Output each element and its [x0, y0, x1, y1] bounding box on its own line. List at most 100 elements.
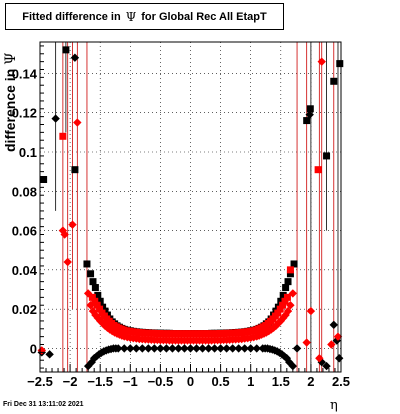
- series-0-marker: [62, 46, 70, 54]
- series-0-marker: [284, 278, 292, 286]
- series-3-marker: [83, 289, 93, 298]
- y-axis-label: difference in Ψ: [2, 52, 19, 152]
- series-3-marker: [317, 57, 326, 66]
- series-0-marker: [290, 260, 298, 268]
- x-tick-label: 1.5: [272, 374, 290, 389]
- series-3-marker: [333, 332, 343, 341]
- series-0-marker: [323, 152, 331, 160]
- series-0-marker: [336, 60, 344, 68]
- series-2-marker: [70, 53, 80, 62]
- series-3-marker: [60, 230, 69, 239]
- title-suffix: for Global Rec All EtapT: [141, 10, 267, 23]
- y-tick-label: 0.02: [12, 302, 37, 317]
- series-2-marker: [216, 344, 225, 353]
- series-1-marker: [88, 293, 96, 301]
- series-2-marker: [132, 344, 141, 353]
- series-2-marker: [168, 344, 177, 353]
- x-tick-label: 1: [247, 374, 254, 389]
- x-axis-label: η: [330, 398, 338, 413]
- y-axis-label-text: difference in: [2, 68, 18, 152]
- series-2-marker: [138, 344, 147, 353]
- y-tick-label: 0.06: [12, 224, 37, 239]
- series-0-marker: [306, 105, 314, 113]
- series-1-marker: [283, 293, 291, 301]
- series-2-marker: [192, 344, 201, 353]
- series-2-marker: [228, 344, 237, 353]
- series-2-marker: [246, 344, 255, 353]
- series-2-marker: [162, 344, 171, 353]
- series-0-marker: [282, 284, 290, 292]
- series-2-marker: [305, 110, 314, 119]
- series-2-marker: [222, 344, 231, 353]
- series-2-marker: [144, 344, 153, 353]
- x-tick-label: 0: [187, 374, 194, 389]
- series-3-marker: [63, 257, 72, 267]
- error-bars: [55, 42, 339, 372]
- y-axis-psi-symbol: Ψ: [3, 52, 19, 65]
- series-2-marker: [292, 344, 302, 353]
- axis-ticks: −2.5 −2 −1.5 −1 −0.5 0 0.5 1 1.5 2 2.5 0 0.02 0.04 0.0…: [12, 45, 350, 389]
- series-1-marker: [59, 132, 67, 140]
- y-tick-label: 0.12: [12, 106, 37, 121]
- series-1-marker: [279, 301, 287, 309]
- series-2-marker: [234, 344, 243, 353]
- series-0-marker: [94, 291, 102, 299]
- series-2-marker: [288, 361, 298, 371]
- series-2-marker: [51, 114, 60, 123]
- y-tick-label: 0.04: [12, 263, 38, 278]
- series-1-marker: [314, 166, 322, 174]
- series-0-marker: [83, 260, 91, 268]
- series-1-marker: [276, 305, 284, 313]
- series-2-marker: [45, 350, 54, 359]
- series-0-marker: [286, 270, 294, 278]
- x-tick-label: 2: [307, 374, 314, 389]
- series-3-marker: [315, 354, 324, 363]
- series-1-marker: [91, 297, 99, 305]
- x-tick-label: −2: [63, 374, 78, 389]
- series-3-marker: [288, 289, 298, 298]
- x-tick-label: −0.5: [148, 374, 174, 389]
- series-1-marker: [93, 301, 101, 309]
- series-3-marker: [327, 340, 336, 349]
- series-0-marker: [96, 297, 104, 305]
- x-tick-label: 0.5: [212, 374, 230, 389]
- y-tick-label: 0.14: [12, 66, 38, 81]
- series-2-marker: [198, 344, 207, 353]
- series-2-marker: [120, 344, 129, 353]
- y-tick-label: 0: [30, 341, 37, 356]
- series-3-marker: [286, 301, 295, 310]
- series-2-marker: [204, 344, 213, 353]
- series-2-marker: [156, 344, 165, 353]
- series-0-marker: [279, 291, 287, 299]
- series-2-marker: [150, 344, 159, 353]
- grid-lines: [40, 42, 341, 372]
- series-3-marker: [306, 306, 316, 316]
- x-tick-label: −1: [123, 374, 138, 389]
- series-2-marker: [126, 344, 135, 353]
- series-0-marker: [330, 77, 338, 85]
- series-0-marker: [91, 284, 99, 292]
- series-3-marker: [96, 316, 105, 326]
- series-1-marker: [96, 305, 104, 313]
- y-tick-label: 0.1: [19, 145, 37, 160]
- title-psi-symbol: Ψ: [125, 9, 137, 24]
- series-0-marker: [71, 166, 79, 174]
- series-3-marker: [73, 118, 82, 127]
- series-2-marker: [334, 354, 344, 363]
- series-2-marker: [180, 344, 189, 353]
- timestamp: Fri Dec 31 13:11:02 2021: [3, 401, 84, 408]
- x-tick-label: 2.5: [332, 374, 350, 389]
- series-3-marker: [302, 338, 311, 347]
- data-markers: [37, 46, 344, 371]
- series-2-marker: [240, 344, 249, 353]
- series-1-marker: [286, 266, 294, 274]
- series-0-marker: [89, 278, 97, 286]
- series-2-marker: [252, 344, 261, 353]
- series-2-marker: [174, 344, 183, 353]
- series-3-marker: [68, 220, 77, 229]
- title-prefix: Fitted difference in: [22, 10, 121, 23]
- series-0-marker: [303, 117, 311, 125]
- x-tick-label: −1.5: [87, 374, 113, 389]
